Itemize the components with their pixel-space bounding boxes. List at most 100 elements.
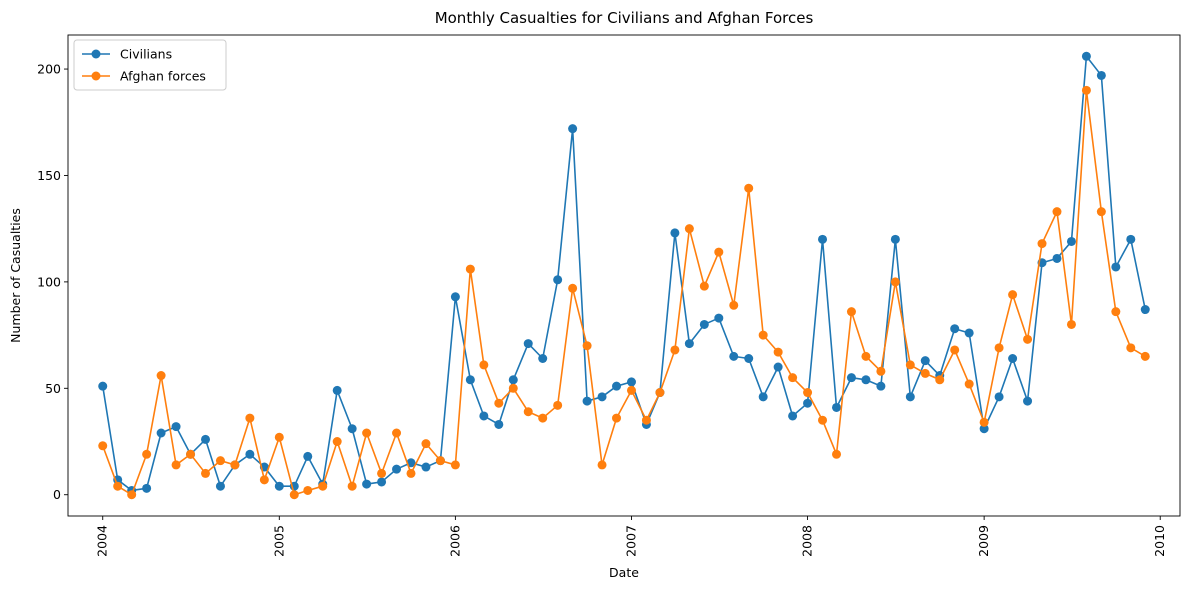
data-point xyxy=(670,228,680,238)
data-point xyxy=(744,183,754,193)
data-point xyxy=(729,351,739,361)
y-tick-label: 0 xyxy=(53,487,61,502)
data-point xyxy=(582,341,592,351)
data-point xyxy=(1126,234,1136,244)
data-point xyxy=(612,413,622,423)
data-point xyxy=(846,307,856,317)
data-point xyxy=(876,381,886,391)
legend-box xyxy=(73,39,227,91)
data-point xyxy=(582,396,592,406)
data-point xyxy=(245,413,255,423)
series-line xyxy=(101,89,1146,496)
data-point xyxy=(156,428,166,438)
data-point xyxy=(245,449,255,459)
data-point xyxy=(347,424,357,434)
x-axis-label: Date xyxy=(609,565,639,580)
data-point xyxy=(377,477,387,487)
x-tick-label: 2005 xyxy=(271,525,286,557)
data-point xyxy=(303,485,313,495)
data-point xyxy=(1008,354,1018,364)
data-point xyxy=(832,402,842,412)
data-point xyxy=(818,234,828,244)
data-point xyxy=(421,439,431,449)
data-point xyxy=(714,313,724,323)
series-group xyxy=(98,51,1150,500)
data-point xyxy=(450,460,460,470)
data-point xyxy=(803,388,813,398)
data-point xyxy=(1052,207,1062,217)
data-point xyxy=(538,354,548,364)
data-point xyxy=(714,247,724,257)
data-point xyxy=(788,411,798,421)
data-point xyxy=(1126,343,1136,353)
data-point xyxy=(538,413,548,423)
data-point xyxy=(950,345,960,355)
chart-title: Monthly Casualties for Civilians and Afg… xyxy=(435,9,814,27)
data-point xyxy=(670,345,680,355)
data-point xyxy=(950,324,960,334)
data-point xyxy=(655,388,665,398)
data-point xyxy=(920,368,930,378)
data-point xyxy=(1008,290,1018,300)
data-point xyxy=(508,375,518,385)
data-point xyxy=(626,377,636,387)
data-point xyxy=(200,468,210,478)
data-point xyxy=(1023,396,1033,406)
data-point xyxy=(274,432,284,442)
data-point xyxy=(979,424,989,434)
data-point xyxy=(920,356,930,366)
data-point xyxy=(964,328,974,338)
data-point xyxy=(1066,236,1076,246)
data-point xyxy=(392,464,402,474)
data-point xyxy=(861,375,871,385)
data-point xyxy=(332,385,342,395)
data-point xyxy=(142,449,152,459)
data-point xyxy=(597,460,607,470)
legend-label: Civilians xyxy=(120,47,172,62)
data-point xyxy=(994,343,1004,353)
data-point xyxy=(186,449,196,459)
y-axis-label: Number of Casualties xyxy=(8,208,23,343)
data-point xyxy=(450,292,460,302)
data-point xyxy=(171,422,181,432)
data-point xyxy=(1096,207,1106,217)
data-point xyxy=(98,441,108,451)
data-point xyxy=(1052,253,1062,263)
data-point xyxy=(568,124,578,134)
legend-marker xyxy=(91,71,101,81)
data-point xyxy=(465,375,475,385)
data-point xyxy=(435,456,445,466)
x-tick-label: 2006 xyxy=(447,525,462,557)
data-point xyxy=(1140,351,1150,361)
data-point xyxy=(98,381,108,391)
y-tick-label: 100 xyxy=(37,274,61,289)
data-point xyxy=(347,481,357,491)
data-point xyxy=(758,330,768,340)
x-tick-label: 2008 xyxy=(800,525,815,557)
data-point xyxy=(626,385,636,395)
data-point xyxy=(788,373,798,383)
data-point xyxy=(1066,319,1076,329)
data-point xyxy=(215,481,225,491)
data-point xyxy=(597,392,607,402)
y-axis-ticks: 0 50 100 150 200 xyxy=(37,62,68,502)
data-point xyxy=(318,481,328,491)
data-point xyxy=(494,419,504,429)
data-point xyxy=(377,468,387,478)
data-point xyxy=(421,462,431,472)
data-point xyxy=(699,319,709,329)
plot-frame xyxy=(67,34,1181,517)
data-point xyxy=(744,354,754,364)
data-point xyxy=(274,481,284,491)
data-point xyxy=(803,398,813,408)
data-point xyxy=(699,281,709,291)
data-point xyxy=(392,428,402,438)
data-point xyxy=(200,434,210,444)
data-point xyxy=(846,373,856,383)
y-tick-label: 150 xyxy=(37,168,61,183)
legend-marker xyxy=(91,49,101,59)
series-civilians xyxy=(98,51,1150,495)
data-point xyxy=(1111,307,1121,317)
data-point xyxy=(1081,85,1091,95)
data-point xyxy=(684,224,694,234)
